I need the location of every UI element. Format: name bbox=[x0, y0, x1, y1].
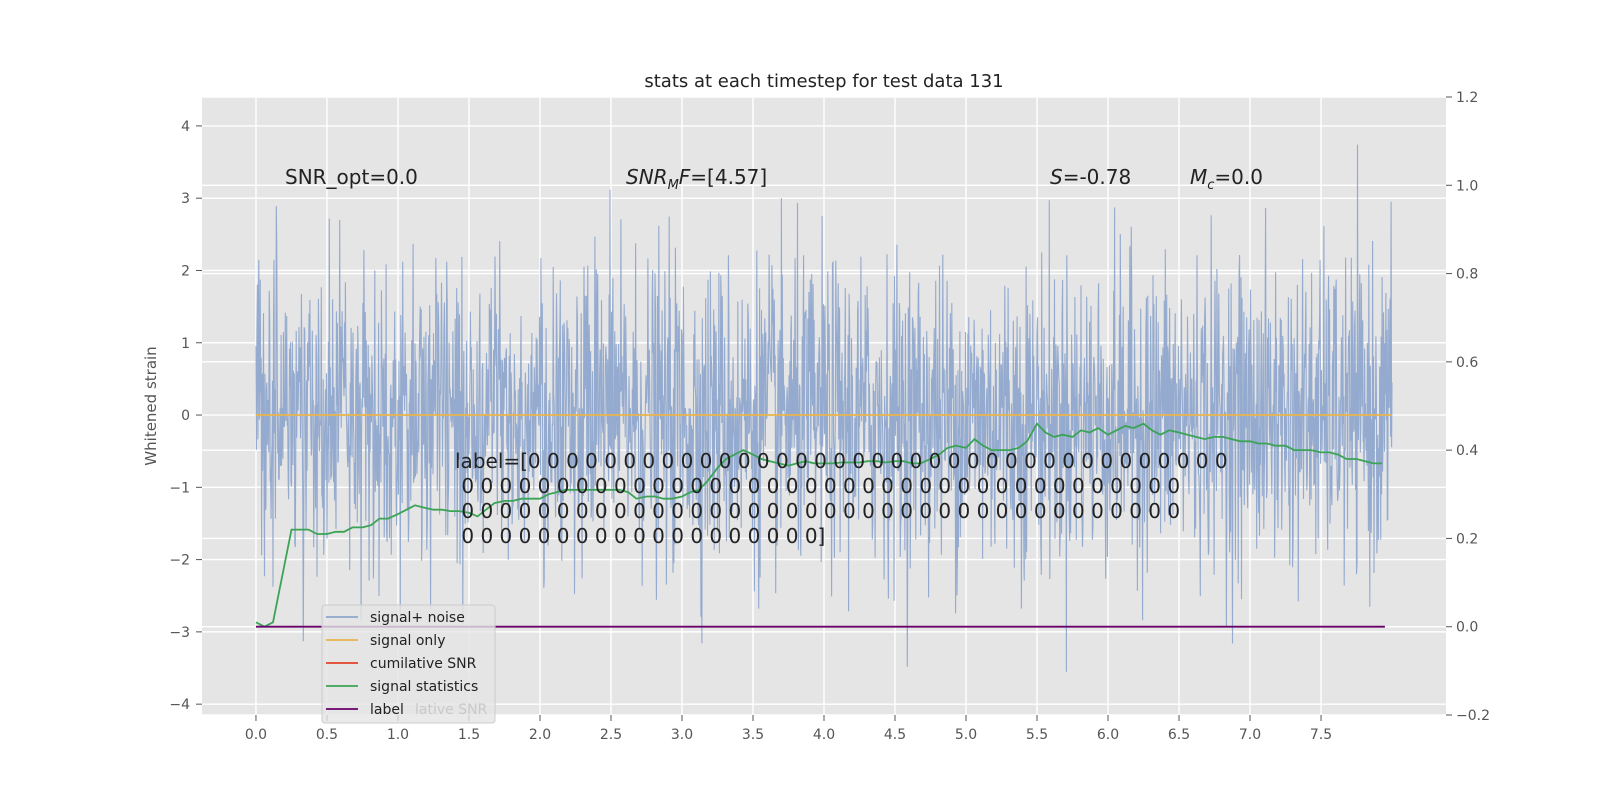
x-tick-label: 5.0 bbox=[955, 727, 977, 743]
y-axis-title: Whitened strain bbox=[142, 346, 160, 465]
x-tick-label: 7.5 bbox=[1310, 727, 1332, 743]
legend-signal-plus-noise-text: signal+ noise bbox=[370, 610, 465, 626]
annotation-snr-opt: SNR_opt=0.0 bbox=[285, 165, 418, 189]
y-tick-label: −1 bbox=[169, 480, 190, 496]
y-tick-label: 0 bbox=[181, 408, 190, 424]
y-tick-label: 1 bbox=[181, 336, 190, 352]
legend-cumilative-snr-text: cumilative SNR bbox=[370, 656, 477, 672]
legend-box bbox=[321, 604, 496, 724]
legend-label-text: label bbox=[370, 702, 404, 718]
y-tick-label: −2 bbox=[169, 553, 190, 569]
y2-tick-label: 0.4 bbox=[1456, 443, 1478, 459]
y2-tick-label: 0.8 bbox=[1456, 267, 1478, 283]
chart-title: stats at each timestep for test data 131 bbox=[644, 71, 1003, 92]
signal-statistics-line bbox=[255, 422, 1383, 628]
x-tick-label: 3.0 bbox=[671, 727, 693, 743]
annotation-mc: Mc=0.0 bbox=[1190, 165, 1263, 193]
y2-tick-label: −0.2 bbox=[1456, 708, 1490, 724]
x-tick-label: 5.5 bbox=[1026, 727, 1048, 743]
label-array-text: label=[0 0 0 0 0 0 0 0 0 0 0 0 0 0 0 0 0… bbox=[455, 449, 1228, 548]
x-tick-label: 2.5 bbox=[600, 727, 622, 743]
x-tick-label: 7.0 bbox=[1239, 727, 1261, 743]
y2-tick-label: 1.2 bbox=[1456, 90, 1478, 106]
axes: 4 3 2 1 0 −1 −2 −3 −4 1.2 1.0 0.8 0.6 0.4 0.2 0.0 −0.2 0.… bbox=[142, 90, 1490, 743]
y-tick-label: 4 bbox=[181, 119, 190, 135]
x-tick-label: 1.5 bbox=[458, 727, 480, 743]
legend-signal-only-text: signal only bbox=[370, 633, 445, 649]
x-tick-label: 0.0 bbox=[245, 727, 267, 743]
annotation-snr-mf: SNRMF=[4.57] bbox=[626, 165, 767, 193]
y2-tick-label: 0.6 bbox=[1456, 355, 1478, 371]
signal-plus-noise-line bbox=[255, 144, 1393, 672]
x-tick-label: 0.5 bbox=[316, 727, 338, 743]
x-tick-label: 4.5 bbox=[884, 727, 906, 743]
x-tick-label: 2.0 bbox=[529, 727, 551, 743]
legend-faded-text: lative SNR bbox=[415, 702, 488, 718]
legend-signal-statistics-text: signal statistics bbox=[370, 679, 478, 695]
legend: signal+ noise signal only cumilative SNR si… bbox=[321, 604, 496, 724]
signal-plus-noise-series bbox=[255, 144, 1393, 672]
y2-tick-label: 1.0 bbox=[1456, 178, 1478, 194]
annotations: SNR_opt=0.0 SNRMF=[4.57] S=-0.78 Mc=0.0 labe… bbox=[285, 165, 1263, 548]
x-tick-label: 1.0 bbox=[387, 727, 409, 743]
y-tick-label: −4 bbox=[169, 697, 190, 713]
y2-tick-label: 0.2 bbox=[1456, 531, 1478, 547]
y-tick-label: 3 bbox=[181, 191, 190, 207]
y-tick-label: 2 bbox=[181, 263, 190, 279]
x-tick-label: 6.0 bbox=[1097, 727, 1119, 743]
y2-tick-label: 0.0 bbox=[1456, 620, 1478, 636]
annotation-s: S=-0.78 bbox=[1050, 165, 1131, 189]
y-tick-label: −3 bbox=[169, 625, 190, 641]
chart-text: stats at each timestep for test data 131 bbox=[644, 71, 1003, 92]
x-tick-label: 6.5 bbox=[1168, 727, 1190, 743]
x-tick-label: 3.5 bbox=[742, 727, 764, 743]
x-tick-label: 4.0 bbox=[813, 727, 835, 743]
